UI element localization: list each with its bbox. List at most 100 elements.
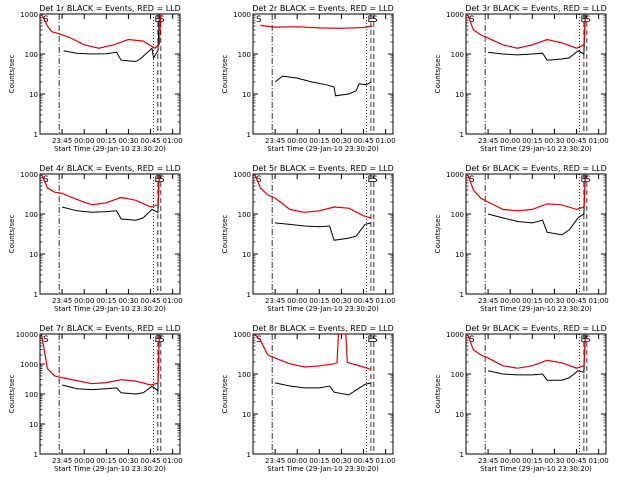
marker-label-s: S [43, 15, 49, 25]
y-tick-label: 100 [451, 51, 464, 59]
plot-frame [465, 13, 607, 135]
x-tick-label: 00:15 [309, 457, 329, 465]
series-events-line [61, 174, 160, 221]
x-axis-label: Start Time (29-Jan-10 23:30:20) [480, 305, 592, 313]
marker-label-e: E [154, 15, 160, 25]
panel-title: Det 7r BLACK = Events, RED = LLD [39, 324, 181, 333]
marker-label-s: S [159, 175, 165, 185]
series-lld-line [254, 334, 372, 370]
x-tick-label: 00:15 [96, 297, 116, 305]
series-events-line [61, 334, 160, 395]
marker-label-e: E [580, 335, 586, 345]
series-events-line [487, 334, 586, 381]
y-tick-label: 1 [460, 131, 464, 139]
y-axis-label: Counts/sec [434, 375, 442, 414]
marker-label-s: S [585, 175, 591, 185]
marker-label-e: E [367, 335, 373, 345]
x-tick-label: 01:00 [376, 297, 396, 305]
y-tick-label: 1 [247, 291, 251, 299]
marker-label-s: S [159, 15, 165, 25]
y-axis-label: Counts/sec [221, 215, 229, 254]
plot-frame [252, 333, 394, 455]
x-tick-label: 23:45 [52, 457, 72, 465]
x-tick-label: 00:30 [118, 297, 138, 305]
y-axis-label: Counts/sec [8, 375, 16, 414]
y-tick-label: 10 [242, 251, 251, 259]
x-axis-label: Start Time (29-Jan-10 23:30:20) [267, 465, 379, 473]
panel-title: Det 1r BLACK = Events, RED = LLD [39, 4, 181, 13]
x-tick-label: 23:45 [478, 137, 498, 145]
y-tick-label: 1 [460, 291, 464, 299]
x-tick-label: 00:30 [331, 457, 351, 465]
y-tick-label: 100 [238, 211, 251, 219]
series-lld-line [40, 334, 160, 386]
y-axis-label: Counts/sec [434, 55, 442, 94]
panel-8: Det 8r BLACK = Events, RED = LLD 1 10 100 10… [221, 324, 396, 473]
marker-label-e: E [367, 15, 373, 25]
x-tick-label: 01:00 [163, 137, 183, 145]
x-tick-label: 00:45 [353, 137, 373, 145]
series-events-line [488, 14, 586, 61]
panel-title: Det 5r BLACK = Events, RED = LLD [252, 164, 394, 173]
x-tick-label: 00:00 [287, 297, 307, 305]
y-tick-label: 100 [238, 371, 251, 379]
marker-label-e: E [154, 335, 160, 345]
y-tick-label: 10 [455, 91, 464, 99]
marker-label-e: E [580, 175, 586, 185]
series-events-line [275, 222, 372, 241]
x-tick-label: 00:00 [500, 137, 520, 145]
y-tick-label: 1 [34, 451, 38, 459]
y-tick-label: 1000 [446, 331, 464, 339]
y-tick-label: 10 [29, 91, 38, 99]
x-tick-label: 00:00 [74, 297, 94, 305]
series-lld-line [40, 14, 162, 49]
y-tick-label: 10 [29, 421, 38, 429]
y-tick-label: 10 [242, 411, 251, 419]
x-tick-label: 00:15 [309, 137, 329, 145]
x-tick-label: 00:00 [287, 457, 307, 465]
y-axis-label: Counts/sec [8, 215, 16, 254]
series-lld-line [40, 174, 160, 208]
marker-label-s: S [469, 335, 475, 345]
marker-label-s: S [469, 175, 475, 185]
panel-title: Det 2r BLACK = Events, RED = LLD [252, 4, 394, 13]
x-tick-label: 23:45 [478, 297, 498, 305]
x-tick-label: 23:45 [52, 297, 72, 305]
series-lld-line [466, 14, 586, 49]
marker-label-s: S [372, 15, 378, 25]
series-events-line [63, 14, 160, 63]
marker-label-s: S [43, 175, 49, 185]
panel-3: Det 3r BLACK = Events, RED = LLD 1 10 100 10… [434, 4, 609, 153]
x-tick-label: 00:15 [522, 137, 542, 145]
x-tick-label: 23:45 [478, 457, 498, 465]
x-tick-label: 00:00 [74, 137, 94, 145]
marker-label-s: S [159, 335, 165, 345]
panel-2: Det 2r BLACK = Events, RED = LLD 1 10 100 10… [221, 4, 396, 153]
x-tick-label: 00:45 [140, 297, 160, 305]
x-axis-label: Start Time (29-Jan-10 23:30:20) [54, 465, 166, 473]
plot-frame [465, 173, 607, 295]
series-lld-line [260, 24, 373, 29]
x-tick-label: 00:45 [566, 297, 586, 305]
panel-4: Det 4r BLACK = Events, RED = LLD 1 10 100 10… [8, 164, 183, 313]
marker-label-s: S [372, 335, 378, 345]
y-tick-label: 1000 [20, 361, 38, 369]
y-tick-label: 10 [455, 411, 464, 419]
y-tick-label: 10 [242, 91, 251, 99]
x-tick-label: 01:00 [589, 137, 609, 145]
marker-label-s: S [585, 335, 591, 345]
marker-label-e: E [580, 15, 586, 25]
y-tick-label: 100 [25, 211, 38, 219]
y-tick-label: 1000 [20, 11, 38, 19]
series-lld-line [466, 174, 586, 212]
x-tick-label: 01:00 [163, 297, 183, 305]
series-events-line [274, 75, 372, 97]
x-axis-label: Start Time (29-Jan-10 23:30:20) [267, 145, 379, 153]
panel-title: Det 8r BLACK = Events, RED = LLD [252, 324, 394, 333]
marker-label-s: S [256, 15, 262, 25]
y-tick-label: 1000 [446, 11, 464, 19]
y-tick-label: 100 [238, 51, 251, 59]
series-lld-line [253, 174, 372, 219]
y-axis-label: Counts/sec [221, 55, 229, 94]
y-tick-label: 1 [34, 291, 38, 299]
